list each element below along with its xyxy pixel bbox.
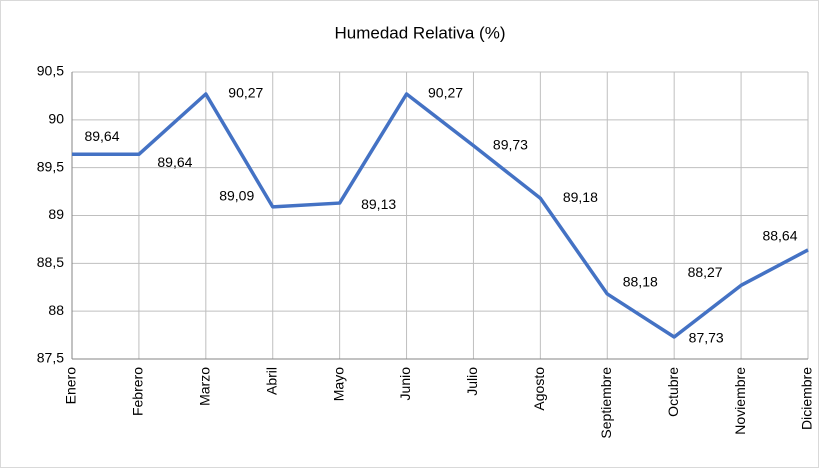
x-tick-label: Marzo (197, 367, 213, 406)
x-tick-label: Mayo (330, 367, 346, 401)
y-tick-label: 87,5 (37, 350, 64, 366)
y-tick-label: 90,5 (37, 63, 64, 79)
data-label: 87,73 (689, 330, 724, 346)
x-tick-label: Junio (397, 367, 413, 401)
y-tick-label: 88,5 (37, 254, 64, 270)
x-tick-label: Octubre (665, 367, 681, 417)
data-line (72, 92, 809, 339)
data-label: 89,64 (84, 128, 119, 144)
data-label: 90,27 (228, 85, 263, 101)
data-label: 88,18 (623, 274, 658, 290)
data-label: 90,27 (428, 85, 463, 101)
x-tick-label: Febrero (130, 367, 146, 416)
x-tick-label: Agosto (531, 367, 547, 411)
y-tick-label: 89,5 (37, 158, 64, 174)
x-tick-label: Diciembre (799, 367, 815, 430)
y-tick-label: 89 (48, 206, 64, 222)
data-label: 89,64 (157, 154, 192, 170)
chart-title: Humedad Relativa (%) (334, 23, 505, 42)
y-tick-label: 90 (48, 111, 64, 127)
x-tick-label: Septiembre (598, 367, 614, 439)
data-label: 88,64 (762, 228, 797, 244)
y-tick-label: 88 (48, 302, 64, 318)
data-label: 89,73 (493, 136, 528, 152)
data-label: 89,13 (361, 196, 396, 212)
x-tick-label: Julio (464, 367, 480, 396)
x-tick-label: Enero (63, 367, 79, 405)
data-label: 89,09 (219, 188, 254, 204)
x-tick-label: Abril (263, 367, 279, 395)
x-tick-label: Noviembre (732, 367, 748, 435)
data-label: 89,18 (563, 189, 598, 205)
data-label: 88,27 (688, 264, 723, 280)
